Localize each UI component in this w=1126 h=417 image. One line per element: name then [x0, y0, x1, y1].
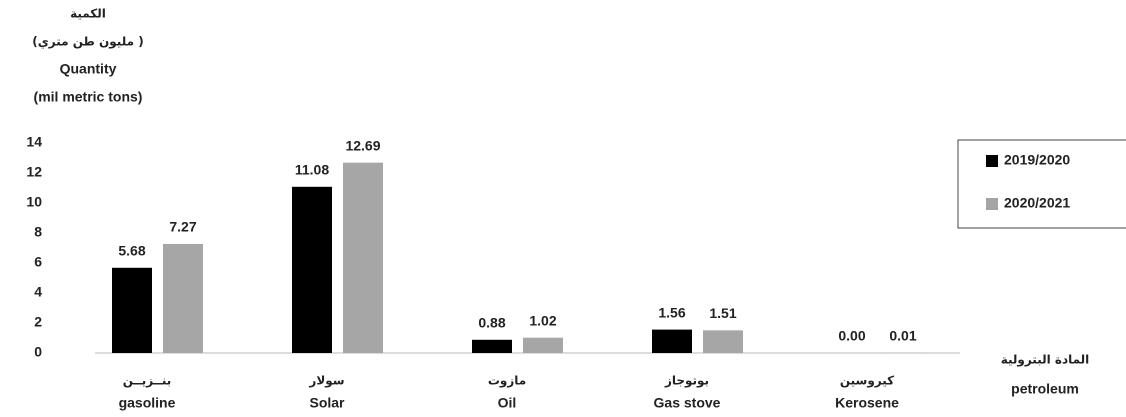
value-label: 0.00	[838, 328, 865, 344]
bar	[292, 186, 332, 353]
x-tick-label: Oil	[498, 395, 517, 411]
legend-box	[957, 139, 1126, 229]
x-axis-label: petroleum	[1011, 381, 1079, 397]
x-tick-label-ar: بنــزيــن	[123, 374, 172, 388]
y-tick-label: 14	[26, 134, 42, 150]
y-tick-label: 10	[26, 194, 42, 210]
y-tick-label: 0	[34, 344, 42, 360]
value-label: 12.69	[345, 137, 380, 153]
value-label: 11.08	[295, 162, 329, 178]
x-tick-label: Kerosene	[835, 395, 899, 411]
value-label: 1.56	[658, 304, 685, 320]
bar	[112, 267, 152, 353]
y-tick-label: 8	[34, 224, 42, 240]
y-tick-label: 12	[26, 164, 42, 180]
legend-swatch	[986, 155, 998, 167]
y-axis-label: Quantity	[60, 61, 117, 77]
y-tick-label: 2	[34, 314, 42, 330]
y-tick-label: 4	[34, 284, 42, 300]
x-tick-label: Solar	[309, 395, 345, 411]
y-axis-label: (مليون طن متري )	[32, 35, 143, 50]
x-axis-label: المادة البترولية	[1001, 353, 1090, 368]
bar	[163, 243, 203, 353]
bar	[472, 339, 512, 353]
y-axis-label: الكمية	[70, 7, 106, 21]
bar	[703, 330, 743, 353]
value-label: 1.02	[529, 312, 556, 328]
legend-label: 2020/2021	[1004, 195, 1070, 211]
x-tick-label: Gas stove	[654, 395, 721, 411]
x-tick-label: gasoline	[119, 395, 176, 411]
y-axis-label: (mil metric tons)	[34, 89, 143, 105]
bar	[343, 162, 383, 353]
value-label: 1.51	[709, 305, 736, 321]
bar	[652, 329, 692, 353]
y-tick-label: 6	[34, 254, 42, 270]
value-label: 0.01	[889, 328, 916, 344]
value-label: 5.68	[118, 243, 145, 259]
legend-label: 2019/2020	[1004, 152, 1070, 168]
x-tick-label-ar: بوتوجاز	[664, 374, 709, 389]
x-tick-label-ar: مازوت	[488, 374, 526, 389]
bar	[523, 337, 563, 353]
value-label: 7.27	[169, 219, 196, 235]
legend-swatch	[986, 198, 998, 210]
x-tick-label-ar: سولار	[308, 374, 344, 389]
value-label: 0.88	[478, 315, 505, 331]
x-tick-label-ar: كيروسين	[840, 374, 894, 389]
